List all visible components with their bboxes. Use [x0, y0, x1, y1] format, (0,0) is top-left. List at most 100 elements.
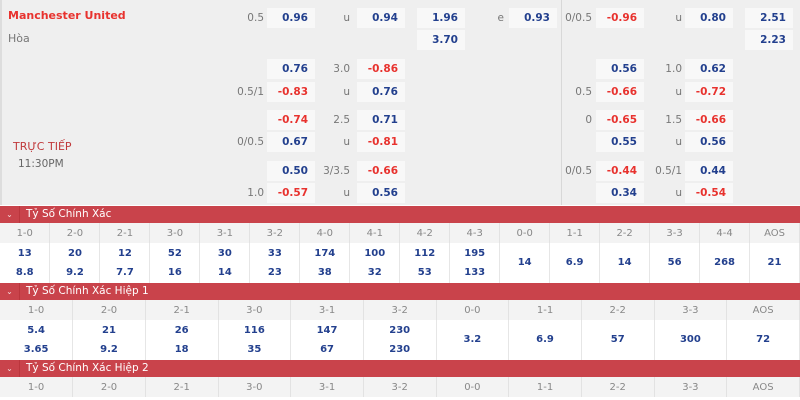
odds-value[interactable]: 35 — [247, 343, 262, 355]
odds-value[interactable]: 18 — [174, 343, 189, 355]
odds-cell[interactable]: 0.50 — [267, 161, 315, 181]
odds-cell[interactable]: 0.80 — [685, 8, 733, 28]
score-odds-cell[interactable]: 13 8.8 — [0, 243, 51, 284]
odds-value[interactable]: 116 — [243, 324, 265, 336]
odds-value[interactable]: 300 — [679, 334, 701, 346]
score-odds-cell[interactable]: 3.2 — [436, 320, 510, 361]
score-odds-cell[interactable]: 57 — [581, 320, 655, 361]
odds-cell[interactable]: 0.96 — [267, 8, 315, 28]
odds-value[interactable]: 174 — [314, 247, 336, 259]
odds-value[interactable]: 67 — [320, 343, 334, 355]
odds-cell[interactable]: -0.81 — [357, 132, 405, 152]
odds-value[interactable]: 230 — [389, 324, 411, 336]
odds-cell[interactable]: 0.67 — [267, 132, 315, 152]
odds-cell[interactable]: -0.86 — [357, 59, 405, 79]
odds-value[interactable]: 268 — [714, 257, 735, 269]
score-odds-cell[interactable]: 6.9 — [508, 320, 582, 361]
odds-value[interactable]: 32 — [367, 266, 382, 278]
odds-value[interactable]: 20 — [67, 247, 82, 259]
chevron-down-icon[interactable]: ⌄ — [0, 360, 20, 377]
odds-cell[interactable]: 2.23 — [745, 30, 793, 50]
odds-value[interactable]: 38 — [317, 266, 332, 278]
score-odds-cell[interactable]: 5.4 3.65 — [0, 320, 74, 361]
odds-value[interactable]: 7.7 — [116, 266, 134, 278]
odds-value[interactable]: 57 — [610, 334, 625, 346]
odds-value[interactable]: 6.9 — [536, 334, 554, 346]
odds-value[interactable]: 9.2 — [66, 266, 84, 278]
odds-cell[interactable]: -0.74 — [267, 110, 315, 130]
odds-cell[interactable]: 0.56 — [357, 183, 405, 203]
score-odds-cell[interactable]: 33 23 — [249, 243, 301, 284]
odds-value[interactable]: 21 — [102, 324, 116, 336]
odds-cell[interactable]: -0.72 — [685, 82, 733, 102]
odds-cell[interactable]: -0.66 — [357, 161, 405, 181]
odds-cell[interactable]: -0.54 — [685, 183, 733, 203]
odds-cell[interactable]: 0.44 — [685, 161, 733, 181]
odds-value[interactable]: 72 — [756, 334, 771, 346]
odds-cell[interactable]: 0.56 — [596, 59, 644, 79]
score-odds-cell[interactable]: 26 18 — [145, 320, 219, 361]
odds-value[interactable]: 53 — [417, 266, 432, 278]
score-odds-cell[interactable]: 21 — [749, 243, 800, 284]
odds-value[interactable]: 3.2 — [463, 334, 482, 346]
odds-value[interactable]: 100 — [364, 247, 386, 259]
odds-cell[interactable]: 0.55 — [596, 132, 644, 152]
odds-value[interactable]: 8.8 — [15, 266, 34, 278]
score-odds-cell[interactable]: 20 9.2 — [49, 243, 101, 284]
score-odds-cell[interactable]: 268 — [699, 243, 751, 284]
score-odds-cell[interactable]: 100 32 — [349, 243, 401, 284]
odds-value[interactable]: 3.65 — [23, 343, 49, 355]
odds-cell[interactable]: 0.62 — [685, 59, 733, 79]
odds-value[interactable]: 23 — [267, 266, 282, 278]
odds-cell[interactable]: -0.83 — [267, 82, 315, 102]
odds-cell[interactable]: -0.66 — [685, 110, 733, 130]
odds-value[interactable]: 195 — [464, 247, 486, 259]
score-odds-cell[interactable]: 14 — [499, 243, 551, 284]
chevron-down-icon[interactable]: ⌄ — [0, 283, 20, 300]
odds-value[interactable]: 33 — [267, 247, 282, 259]
score-odds-cell[interactable]: 12 7.7 — [99, 243, 151, 284]
odds-cell[interactable]: 0.76 — [357, 82, 405, 102]
odds-value[interactable]: 14 — [517, 257, 532, 269]
odds-value[interactable]: 26 — [174, 324, 189, 336]
odds-cell[interactable]: -0.96 — [596, 8, 644, 28]
score-odds-cell[interactable]: 116 35 — [218, 320, 292, 361]
section-header[interactable]: ⌄ Tỷ Số Chính Xác — [0, 206, 800, 223]
odds-cell[interactable]: 0.94 — [357, 8, 405, 28]
section-header[interactable]: ⌄ Tỷ Số Chính Xác Hiệp 2 — [0, 360, 800, 377]
odds-cell[interactable]: 0.93 — [509, 8, 557, 28]
odds-value[interactable]: 5.4 — [27, 324, 45, 336]
odds-value[interactable]: 14 — [217, 266, 232, 278]
score-odds-cell[interactable]: 300 — [654, 320, 728, 361]
odds-cell[interactable]: -0.44 — [596, 161, 644, 181]
score-odds-cell[interactable]: 147 67 — [290, 320, 364, 361]
score-odds-cell[interactable]: 6.9 — [549, 243, 601, 284]
odds-cell[interactable]: 3.70 — [417, 30, 465, 50]
odds-value[interactable]: 56 — [667, 257, 682, 269]
odds-value[interactable]: 30 — [217, 247, 232, 259]
odds-cell[interactable]: -0.66 — [596, 82, 644, 102]
odds-value[interactable]: 230 — [389, 343, 411, 355]
odds-cell[interactable]: 0.56 — [685, 132, 733, 152]
score-odds-cell[interactable]: 21 9.2 — [72, 320, 146, 361]
odds-value[interactable]: 52 — [167, 247, 182, 259]
odds-value[interactable]: 6.9 — [565, 257, 584, 269]
score-odds-cell[interactable]: 14 — [599, 243, 651, 284]
odds-cell[interactable]: -0.57 — [267, 183, 315, 203]
odds-value[interactable]: 133 — [464, 266, 486, 278]
odds-value[interactable]: 16 — [167, 266, 182, 278]
odds-cell[interactable]: 2.51 — [745, 8, 793, 28]
odds-cell[interactable]: 1.96 — [417, 8, 465, 28]
odds-value[interactable]: 112 — [414, 247, 436, 259]
score-odds-cell[interactable]: 230 230 — [363, 320, 437, 361]
score-odds-cell[interactable]: 174 38 — [299, 243, 351, 284]
odds-cell[interactable]: -0.65 — [596, 110, 644, 130]
odds-cell[interactable]: 0.76 — [267, 59, 315, 79]
odds-value[interactable]: 14 — [617, 257, 632, 269]
score-odds-cell[interactable]: 56 — [649, 243, 701, 284]
section-header[interactable]: ⌄ Tỷ Số Chính Xác Hiệp 1 — [0, 283, 800, 300]
odds-cell[interactable]: 0.71 — [357, 110, 405, 130]
score-odds-cell[interactable]: 112 53 — [399, 243, 451, 284]
score-odds-cell[interactable]: 72 — [726, 320, 800, 361]
odds-value[interactable]: 13 — [17, 247, 32, 259]
